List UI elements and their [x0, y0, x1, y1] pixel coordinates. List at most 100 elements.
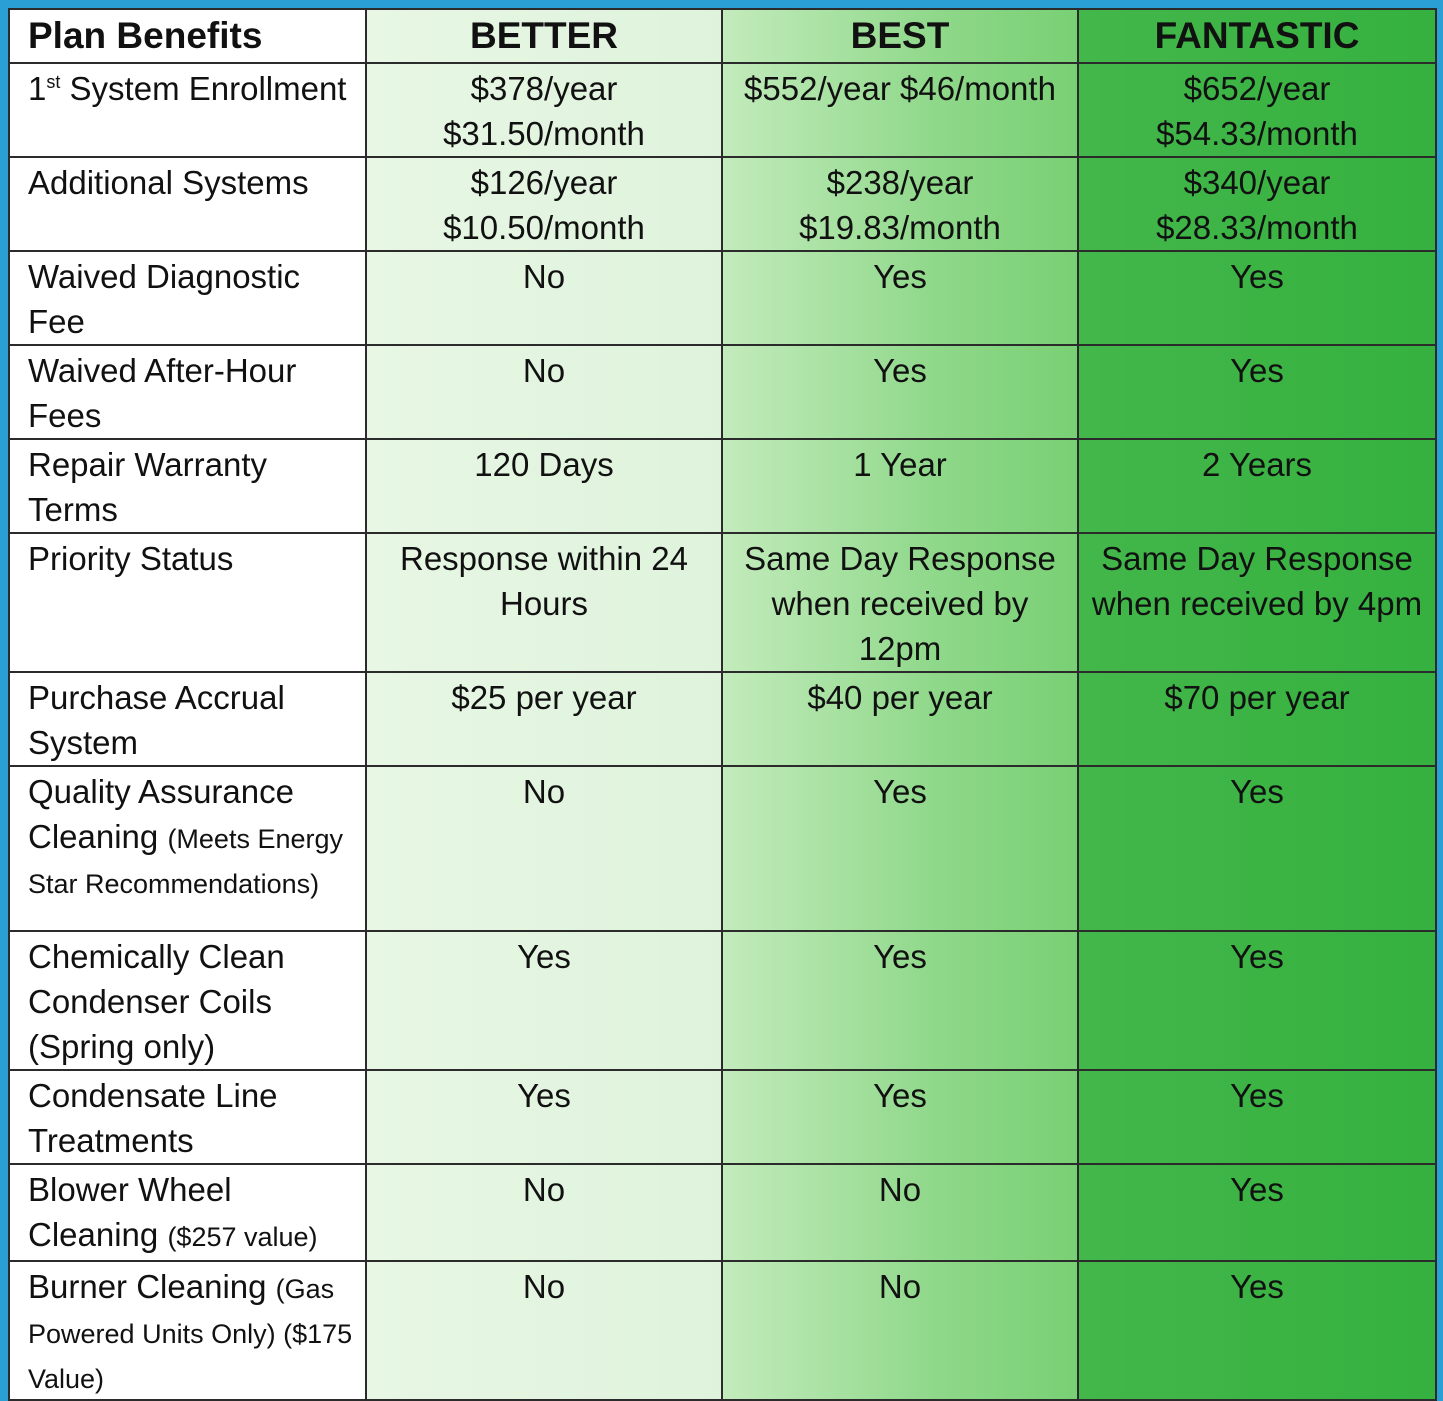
value-fantastic: $652/year $54.33/month — [1156, 70, 1358, 152]
plan-name-fantastic: FANTASTIC — [1154, 15, 1360, 56]
cell-best: Yes — [721, 1069, 1079, 1165]
row-label: Priority Status — [8, 532, 367, 673]
table-row: Blower Wheel Cleaning ($257 value) No No… — [8, 1163, 1437, 1262]
value-better: No — [522, 258, 566, 295]
cell-better: 120 Days — [365, 438, 723, 534]
value-fantastic: $70 per year — [1164, 679, 1350, 716]
label-superscript: st — [46, 72, 61, 92]
header-fantastic: FANTASTIC — [1077, 8, 1437, 64]
cell-better: Yes — [365, 930, 723, 1071]
table-row: Condensate Line Treatments Yes Yes Yes — [8, 1069, 1437, 1165]
value-fantastic: 2 Years — [1201, 446, 1313, 483]
plan-benefits-table: Plan Benefits BETTER BEST FANTASTIC 1st … — [8, 8, 1437, 1401]
cell-better: $126/year $10.50/month — [365, 156, 723, 252]
value-better: No — [522, 352, 566, 389]
value-fantastic: Yes — [1230, 1171, 1284, 1208]
header-row: Plan Benefits BETTER BEST FANTASTIC — [8, 8, 1437, 64]
value-best: $552/year $46/month — [744, 70, 1056, 107]
value-better: $378/year $31.50/month — [443, 70, 645, 152]
label-main: Blower Wheel Cleaning — [28, 1171, 232, 1253]
value-fantastic: Same Day Response when received by 4pm — [1091, 540, 1423, 622]
cell-better: Yes — [365, 1069, 723, 1165]
row-label-text: Condensate Line Treatments — [28, 1077, 278, 1159]
row-label-text: Burner Cleaning (Gas Powered Units Only)… — [28, 1263, 364, 1398]
label-main: Quality Assurance Cleaning — [28, 773, 294, 855]
value-best: $40 per year — [807, 679, 993, 716]
value-fantastic: Yes — [1230, 1077, 1284, 1114]
header-plan-benefits: Plan Benefits — [8, 8, 367, 64]
table-row: Waived After-Hour Fees No Yes Yes — [8, 344, 1437, 440]
cell-best: $552/year $46/month — [721, 62, 1079, 158]
value-better: 120 Days — [474, 446, 614, 483]
row-label: Condensate Line Treatments — [8, 1069, 367, 1165]
value-best: Same Day Response when received by 12pm — [744, 540, 1056, 667]
plan-name-better: BETTER — [470, 15, 618, 56]
value-best: No — [878, 1268, 922, 1305]
cell-better: $25 per year — [365, 671, 723, 767]
value-better: Yes — [517, 1077, 571, 1114]
cell-fantastic: Yes — [1077, 1163, 1437, 1262]
row-label: Chemically Clean Condenser Coils (Spring… — [8, 930, 367, 1071]
row-label: Purchase Accrual System — [8, 671, 367, 767]
value-best: Yes — [873, 773, 927, 810]
value-better: Response within 24 Hours — [399, 540, 688, 622]
value-best: $238/year $19.83/month — [799, 164, 1001, 246]
row-label: Blower Wheel Cleaning ($257 value) — [8, 1163, 367, 1262]
header-better: BETTER — [365, 8, 723, 64]
value-fantastic: Yes — [1230, 258, 1284, 295]
value-better: No — [522, 1268, 566, 1305]
row-label: Additional Systems — [8, 156, 367, 252]
row-label: 1st System Enrollment — [8, 62, 367, 158]
row-label-text: Blower Wheel Cleaning ($257 value) — [28, 1166, 364, 1259]
table-row: Repair Warranty Terms 120 Days 1 Year 2 … — [8, 438, 1437, 534]
cell-best: No — [721, 1260, 1079, 1401]
label-part: System Enrollment — [60, 70, 347, 107]
table-row: Waived Diagnostic Fee No Yes Yes — [8, 250, 1437, 346]
table-row: Quality Assurance Cleaning (Meets Energy… — [8, 765, 1437, 932]
row-label-text: Additional Systems — [28, 164, 309, 201]
row-label-text: 1st System Enrollment — [28, 65, 364, 111]
table-row: Priority Status Response within 24 Hours… — [8, 532, 1437, 673]
row-label: Burner Cleaning (Gas Powered Units Only)… — [8, 1260, 367, 1401]
value-better: $126/year $10.50/month — [443, 164, 645, 246]
value-best: No — [878, 1171, 922, 1208]
value-fantastic: Yes — [1230, 352, 1284, 389]
header-best: BEST — [721, 8, 1079, 64]
row-label: Waived Diagnostic Fee — [8, 250, 367, 346]
cell-fantastic: Yes — [1077, 344, 1437, 440]
cell-fantastic: Same Day Response when received by 4pm — [1077, 532, 1437, 673]
cell-best: 1 Year — [721, 438, 1079, 534]
cell-better: No — [365, 250, 723, 346]
value-better: No — [522, 1171, 566, 1208]
cell-better: No — [365, 1163, 723, 1262]
value-better: No — [522, 773, 566, 810]
row-label: Repair Warranty Terms — [8, 438, 367, 534]
value-best: Yes — [873, 1077, 927, 1114]
cell-better: Response within 24 Hours — [365, 532, 723, 673]
cell-best: Yes — [721, 344, 1079, 440]
table-row: 1st System Enrollment $378/year $31.50/m… — [8, 62, 1437, 158]
cell-fantastic: $340/year $28.33/month — [1077, 156, 1437, 252]
cell-fantastic: Yes — [1077, 765, 1437, 932]
table-row: Chemically Clean Condenser Coils (Spring… — [8, 930, 1437, 1071]
cell-best: Yes — [721, 765, 1079, 932]
label-main: Burner Cleaning — [28, 1268, 267, 1305]
table-row: Purchase Accrual System $25 per year $40… — [8, 671, 1437, 767]
table-row: Burner Cleaning (Gas Powered Units Only)… — [8, 1260, 1437, 1401]
row-label-text: Waived Diagnostic Fee — [28, 258, 301, 340]
cell-best: $40 per year — [721, 671, 1079, 767]
row-label: Quality Assurance Cleaning (Meets Energy… — [8, 765, 367, 932]
value-fantastic: $340/year $28.33/month — [1156, 164, 1358, 246]
plan-name-best: BEST — [850, 15, 950, 56]
row-label-text: Purchase Accrual System — [28, 679, 285, 761]
cell-better: $378/year $31.50/month — [365, 62, 723, 158]
table-row: Additional Systems $126/year $10.50/mont… — [8, 156, 1437, 252]
row-label-text: Chemically Clean Condenser Coils (Spring… — [28, 938, 285, 1065]
value-fantastic: Yes — [1230, 1268, 1284, 1305]
cell-best: No — [721, 1163, 1079, 1262]
header-label: Plan Benefits — [28, 15, 263, 56]
cell-fantastic: Yes — [1077, 250, 1437, 346]
value-better: Yes — [517, 938, 571, 975]
row-label-text: Quality Assurance Cleaning (Meets Energy… — [28, 768, 364, 904]
cell-better: No — [365, 765, 723, 932]
